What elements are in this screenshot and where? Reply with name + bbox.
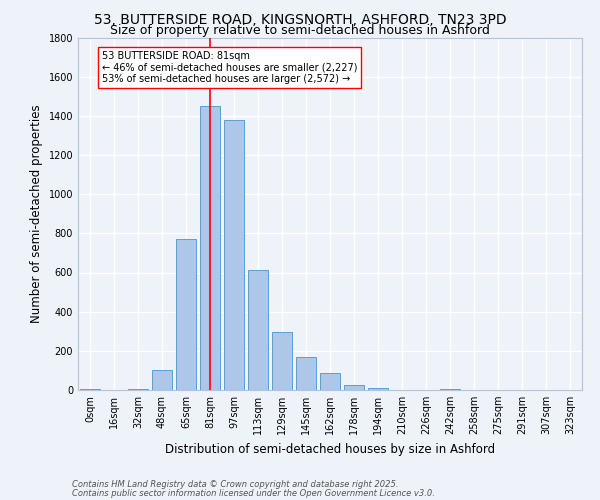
- Y-axis label: Number of semi-detached properties: Number of semi-detached properties: [30, 104, 43, 323]
- Bar: [80, 389, 100, 390]
- Text: Contains HM Land Registry data © Crown copyright and database right 2025.: Contains HM Land Registry data © Crown c…: [72, 480, 398, 489]
- X-axis label: Distribution of semi-detached houses by size in Ashford: Distribution of semi-detached houses by …: [165, 442, 495, 456]
- Bar: [176, 239, 196, 390]
- Bar: [128, 389, 148, 390]
- Bar: [272, 332, 292, 390]
- Text: 53 BUTTERSIDE ROAD: 81sqm
← 46% of semi-detached houses are smaller (2,227)
53% : 53 BUTTERSIDE ROAD: 81sqm ← 46% of semi-…: [102, 51, 358, 84]
- Bar: [248, 270, 268, 390]
- Bar: [368, 388, 388, 390]
- Text: 53, BUTTERSIDE ROAD, KINGSNORTH, ASHFORD, TN23 3PD: 53, BUTTERSIDE ROAD, KINGSNORTH, ASHFORD…: [94, 12, 506, 26]
- Bar: [320, 374, 340, 390]
- Bar: [344, 384, 364, 390]
- Bar: [440, 389, 460, 390]
- Text: Contains public sector information licensed under the Open Government Licence v3: Contains public sector information licen…: [72, 488, 435, 498]
- Bar: [224, 120, 244, 390]
- Bar: [152, 370, 172, 390]
- Bar: [200, 106, 220, 390]
- Text: Size of property relative to semi-detached houses in Ashford: Size of property relative to semi-detach…: [110, 24, 490, 37]
- Bar: [296, 356, 316, 390]
